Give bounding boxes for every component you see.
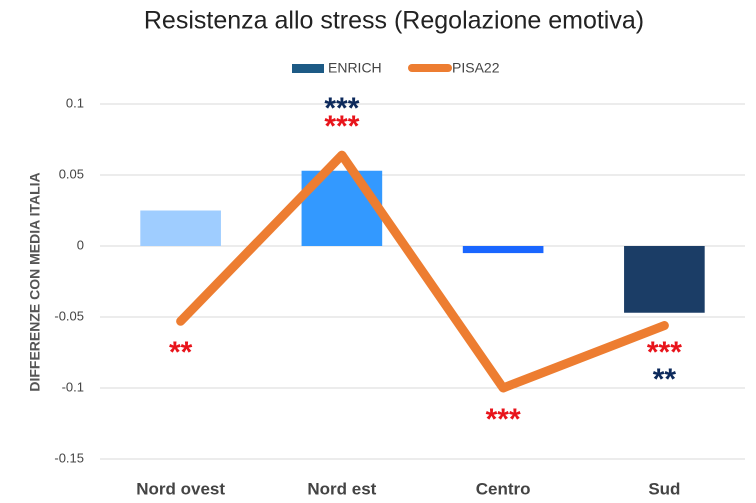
y-axis-title: DIFFERENZE CON MEDIA ITALIA [27, 172, 43, 391]
bar [140, 210, 221, 246]
significance-label: ** [169, 336, 193, 369]
bar [462, 246, 544, 254]
y-tick-label: 0.1 [66, 95, 84, 110]
bar [624, 246, 705, 313]
legend-swatch [292, 64, 324, 73]
x-tick-label: Centro [476, 479, 531, 498]
significance-label: *** [486, 403, 521, 436]
y-tick-label: -0.05 [54, 308, 84, 323]
y-tick-label: -0.1 [62, 379, 84, 394]
y-tick-label: 0.05 [59, 166, 84, 181]
legend-label: ENRICH [328, 60, 382, 76]
line [176, 150, 669, 393]
y-tick-label: 0 [77, 237, 84, 252]
significance-label: *** [324, 110, 359, 143]
y-tick-label: -0.15 [54, 450, 84, 465]
x-tick-label: Nord ovest [136, 479, 225, 498]
significance-label: ** [653, 363, 677, 396]
significance-label: *** [647, 336, 682, 369]
x-tick-label: Sud [648, 479, 680, 498]
x-tick-label: Nord est [307, 479, 376, 498]
chart-title: Resistenza allo stress (Regolazione emot… [144, 7, 644, 35]
legend-label: PISA22 [452, 60, 500, 76]
significance-label: *** [324, 92, 359, 125]
